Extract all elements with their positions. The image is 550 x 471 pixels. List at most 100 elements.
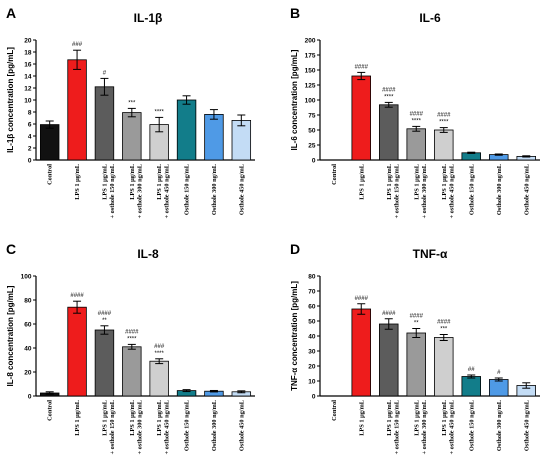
y-tick-label: 60 xyxy=(308,303,316,310)
x-tick-label: LPS 1 μg/mL xyxy=(358,164,365,200)
y-tick-label: 0 xyxy=(312,157,316,164)
y-tick-label: 40 xyxy=(24,345,32,352)
y-tick-label: 6 xyxy=(28,121,32,128)
x-tick-label: LPS 1 μg/mL+ osthole 450 ng/mL xyxy=(441,400,456,455)
significance-label: **** xyxy=(384,94,394,100)
x-tick-label: LPS 1 μg/mL xyxy=(74,164,81,200)
bar xyxy=(149,360,169,397)
y-tick-label: 175 xyxy=(305,52,316,59)
y-axis-label: IL-6 concentration [pg/mL] xyxy=(290,49,299,150)
x-tick-label: Control xyxy=(331,400,338,421)
bar xyxy=(67,59,87,161)
y-tick-label: 18 xyxy=(24,49,32,56)
significance-label: *** xyxy=(128,100,136,106)
bar xyxy=(351,308,371,397)
y-axis-label: IL-8 concentration [pg/mL] xyxy=(6,285,15,386)
y-tick-label: 25 xyxy=(308,142,316,149)
x-tick-label: Osthole 150 ng/mL xyxy=(184,164,191,215)
x-tick-label: LPS 1 μg/mL+ osthole 150 ng/mL xyxy=(386,164,401,219)
significance-label: *** xyxy=(440,327,448,333)
panel-b: B IL-6 IL-6 concentration [pg/mL] 0 25 50 75 10… xyxy=(290,5,540,219)
bar xyxy=(406,332,426,397)
y-tick-label: 75 xyxy=(308,112,316,119)
x-tick-label: LPS 1 μg/mL+ osthole 300 ng/mL xyxy=(129,164,144,219)
significance-label: #### xyxy=(355,296,369,302)
panel-letter: D xyxy=(290,241,300,257)
y-tick-label: 80 xyxy=(24,297,32,304)
chart-title: TNF-α xyxy=(413,247,448,261)
x-tick-label: LPS 1 μg/mL+ osthole 300 ng/mL xyxy=(413,164,428,219)
y-tick-label: 80 xyxy=(308,273,316,280)
x-tick-label: LPS 1 μg/mL xyxy=(358,400,365,436)
y-tick-label: 20 xyxy=(24,37,32,44)
panel-letter: C xyxy=(6,241,16,257)
y-tick-label: 0 xyxy=(28,393,32,400)
y-tick-label: 150 xyxy=(305,67,316,74)
y-tick-label: 2 xyxy=(28,145,32,152)
bar xyxy=(461,376,481,397)
significance-label: #### xyxy=(410,111,424,117)
y-tick-label: 70 xyxy=(308,288,316,295)
significance-label: ## xyxy=(468,367,475,373)
x-tick-label: LPS 1 μg/mL+ osthole 300 ng/mL xyxy=(413,400,428,455)
x-tick-label: Osthole 300 ng/mL xyxy=(211,164,218,215)
y-tick-label: 50 xyxy=(308,127,316,134)
bar xyxy=(39,124,60,161)
significance-label: **** xyxy=(155,109,165,115)
significance-label: **** xyxy=(412,118,422,124)
x-tick-label: Control xyxy=(47,400,54,421)
x-tick-label: LPS 1 μg/mL+ osthole 150 ng/mL xyxy=(101,164,116,219)
y-tick-label: 50 xyxy=(308,318,316,325)
x-tick-label: Osthole 150 ng/mL xyxy=(184,400,191,451)
x-tick-label: LPS 1 μg/mL+ osthole 450 ng/mL xyxy=(156,400,171,455)
x-tick-label: Osthole 300 ng/mL xyxy=(496,164,503,215)
bar xyxy=(406,128,426,161)
significance-label: #### xyxy=(355,64,369,70)
y-tick-label: 20 xyxy=(308,363,316,370)
y-tick-label: 4 xyxy=(28,133,32,140)
y-tick-label: 14 xyxy=(24,73,32,80)
y-axis-label: TNF-α concentration [pg/mL] xyxy=(290,281,299,391)
panel-d: D TNF-α TNF-α concentration [pg/mL] 0 10 20 30… xyxy=(290,241,540,455)
bar xyxy=(176,99,197,161)
x-tick-label: LPS 1 μg/mL+ osthole 150 ng/mL xyxy=(101,400,116,455)
bar xyxy=(122,346,142,397)
x-tick-label: Control xyxy=(331,164,338,185)
x-tick-label: LPS 1 μg/mL+ osthole 300 ng/mL xyxy=(129,400,144,455)
y-tick-label: 60 xyxy=(24,321,32,328)
bar xyxy=(231,120,252,161)
y-tick-label: 20 xyxy=(24,369,32,376)
panel-a: A IL-1β IL-1β concentration [pg/mL] 0 2 4 6 8 10… xyxy=(6,5,255,219)
bar xyxy=(204,114,224,161)
y-tick-label: 100 xyxy=(305,97,316,104)
bar xyxy=(94,86,115,161)
y-tick-label: 200 xyxy=(305,37,316,44)
chart-title: IL-6 xyxy=(419,11,441,25)
x-tick-label: Osthole 450 ng/mL xyxy=(523,400,530,451)
significance-label: ### xyxy=(154,344,165,350)
significance-label: #### xyxy=(70,293,84,299)
panel-c: C IL-8 IL-8 concentration [pg/mL] 0 20 40 60 80… xyxy=(6,241,255,455)
panel-letter: B xyxy=(290,5,300,21)
x-tick-label: Osthole 450 ng/mL xyxy=(238,164,245,215)
x-tick-label: Osthole 150 ng/mL xyxy=(468,164,475,215)
significance-label: **** xyxy=(127,336,137,342)
significance-label: #### xyxy=(410,314,424,320)
chart-title: IL-8 xyxy=(137,247,159,261)
y-tick-label: 100 xyxy=(21,273,32,280)
bar xyxy=(433,129,454,161)
y-tick-label: 40 xyxy=(308,333,316,340)
panel-letter: A xyxy=(6,5,16,21)
y-tick-label: 125 xyxy=(305,82,316,89)
significance-label: **** xyxy=(439,120,449,126)
x-tick-label: Osthole 300 ng/mL xyxy=(211,400,218,451)
y-tick-label: 0 xyxy=(312,393,316,400)
y-tick-label: 30 xyxy=(308,348,316,355)
bar xyxy=(351,75,371,161)
x-tick-label: LPS 1 μg/mL+ osthole 450 ng/mL xyxy=(156,164,171,219)
bar xyxy=(94,329,115,397)
significance-label: #### xyxy=(125,329,139,335)
significance-label: **** xyxy=(155,351,165,357)
significance-label: ** xyxy=(414,321,419,327)
